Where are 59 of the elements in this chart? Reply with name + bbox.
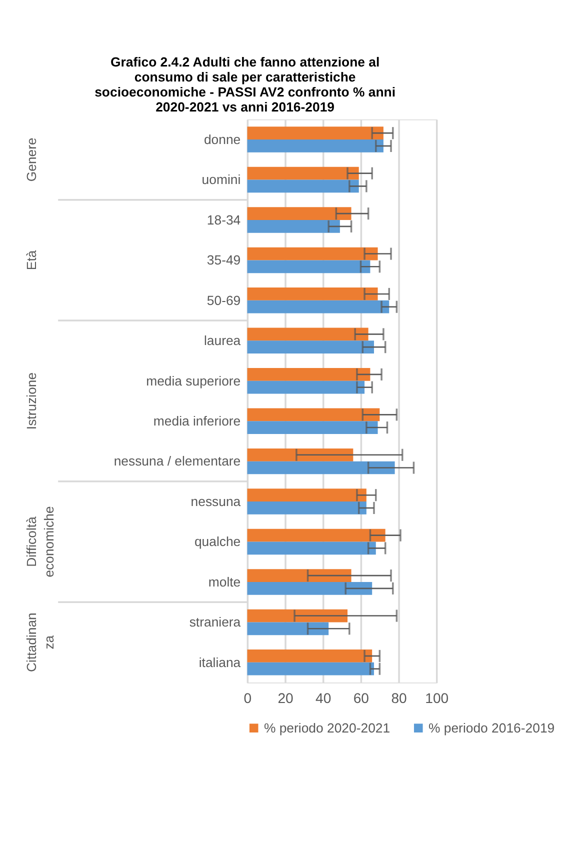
bar bbox=[247, 528, 386, 542]
legend-label: % periodo 2020-2021 bbox=[264, 720, 390, 736]
bar bbox=[247, 662, 374, 676]
bar bbox=[247, 328, 368, 341]
bar bbox=[247, 650, 372, 662]
bar bbox=[247, 542, 376, 555]
text: Genere bbox=[24, 138, 40, 182]
bar bbox=[247, 180, 359, 193]
text: socioeconomiche - PASSI AV2 confronto % anni bbox=[94, 84, 396, 100]
bar bbox=[247, 502, 366, 514]
bar bbox=[247, 247, 378, 260]
text: consumo di sale per caratteristiche bbox=[134, 70, 356, 85]
text: Grafico 2.4.2 Adulti che fanno attenzione al bbox=[110, 54, 380, 70]
y-tick-label: laurea bbox=[204, 333, 242, 348]
y-tick-label: uomini bbox=[202, 172, 241, 188]
text: Età bbox=[24, 250, 40, 270]
bar bbox=[247, 207, 352, 220]
bar bbox=[247, 622, 329, 636]
y-tick-label: media superiore bbox=[146, 373, 241, 388]
bar bbox=[247, 569, 352, 582]
x-tick-label: 20 bbox=[278, 690, 294, 706]
bar bbox=[247, 288, 378, 300]
x-tick-label: 0 bbox=[244, 690, 252, 706]
bar bbox=[247, 368, 370, 381]
bar bbox=[247, 421, 378, 434]
y-tick-label: molte bbox=[208, 574, 241, 590]
bar bbox=[247, 340, 374, 354]
bar bbox=[247, 408, 380, 422]
x-tick-label: 40 bbox=[316, 690, 332, 706]
legend-label: % periodo 2016-2019 bbox=[428, 720, 555, 736]
bar bbox=[247, 166, 359, 180]
y-tick-label: italiana bbox=[198, 654, 242, 670]
x-tick-label: 60 bbox=[353, 690, 370, 706]
bar bbox=[247, 448, 354, 462]
y-tick-label: straniera bbox=[189, 614, 242, 630]
y-tick-label: 35-49 bbox=[206, 252, 241, 268]
x-tick-label: 80 bbox=[391, 690, 408, 706]
bar bbox=[247, 461, 395, 474]
text: 2020-2021 vs anni 2016-2019 bbox=[156, 100, 334, 114]
x-tick-label: 100 bbox=[425, 690, 449, 706]
bar bbox=[247, 300, 390, 314]
y-tick-label: qualche bbox=[194, 534, 241, 550]
bar bbox=[247, 220, 340, 233]
bar bbox=[247, 380, 365, 394]
y-tick-label: nessuna / elementare bbox=[114, 454, 241, 469]
y-tick-label: donne bbox=[204, 132, 241, 147]
bar bbox=[247, 488, 366, 502]
y-tick-label: media inferiore bbox=[153, 413, 241, 428]
text: Istruzione bbox=[24, 372, 40, 430]
bar bbox=[247, 126, 384, 140]
bar bbox=[247, 140, 384, 152]
bar bbox=[247, 260, 370, 274]
y-tick-label: 50-69 bbox=[206, 292, 241, 308]
bar bbox=[247, 609, 348, 622]
text: Difficoltà economiche bbox=[24, 506, 57, 578]
bar bbox=[247, 582, 372, 595]
y-tick-label: 18-34 bbox=[206, 212, 241, 228]
text: Cittadinan za bbox=[24, 612, 57, 672]
y-tick-label: nessuna bbox=[190, 494, 242, 509]
